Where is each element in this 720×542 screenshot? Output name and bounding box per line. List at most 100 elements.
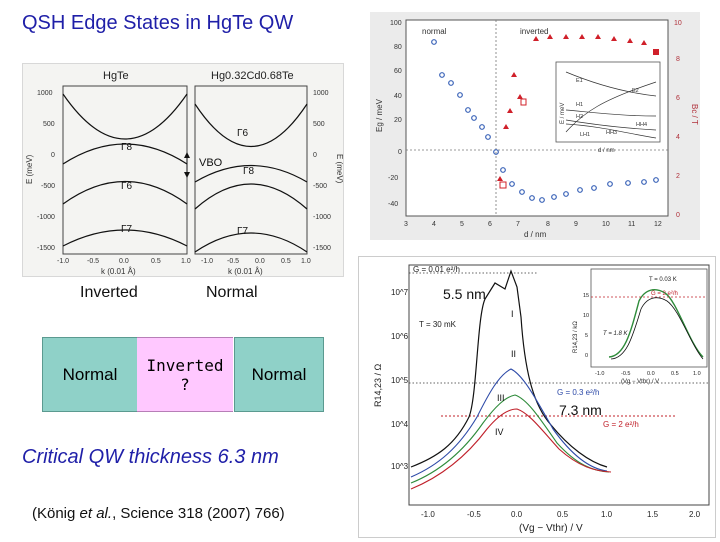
res-xtick-3: 0.5 (557, 510, 569, 519)
hgte-band-gamma7 (62, 229, 188, 247)
res-inset-yticks: 15 10 5 0 (583, 293, 589, 359)
label-inverted: Inverted (80, 284, 138, 301)
gap-inset-xlabel: d / nm (598, 148, 615, 154)
gap-tri (641, 40, 647, 45)
gap-point (653, 177, 659, 183)
gap-tri (627, 38, 633, 43)
xtick-r-0: -1.0 (201, 258, 213, 265)
gap-xtick-0: 3 (404, 221, 408, 228)
hgte-band-gamma6 (62, 180, 188, 205)
hgte-level-gamma6: Γ6 (121, 181, 133, 192)
gap-tri (547, 34, 553, 39)
gap-xtick-1: 4 (432, 221, 436, 228)
gap-inset-curve (565, 71, 657, 97)
res-annot-t: T = 30 mK (419, 320, 457, 329)
gap-tri (579, 34, 585, 39)
xtick-r-3: 0.5 (281, 258, 291, 265)
res-inset-t1: T = 0.03 K (649, 277, 677, 283)
hgcdte-band-gamma8-a (194, 164, 308, 183)
gap-point (529, 195, 535, 201)
xtick-l-0: -1.0 (57, 258, 69, 265)
res-curve-II (410, 368, 608, 478)
gap-square (520, 98, 527, 106)
band-right-yticks: 1000 500 0 -500 -1000 -1500 (313, 90, 331, 252)
gap-xtick-9: 12 (654, 221, 662, 228)
xtick-l-4: 1.0 (181, 258, 191, 265)
gap-rtick-5: 0 (676, 212, 680, 219)
gap-square (653, 49, 659, 55)
hgcdte-level-gamma7: Γ7 (237, 226, 249, 237)
gap-point (577, 187, 583, 193)
xtick-r-4: 1.0 (301, 258, 311, 265)
hgcdte-band-gamma8-b (194, 183, 308, 210)
gap-point (439, 72, 445, 78)
gap-tri (511, 72, 517, 77)
res-inset-curve-black (610, 297, 704, 360)
resistance-xlabel: (Vg − Vthr) / V (519, 523, 583, 534)
gap-ytick-7: -40 (388, 201, 398, 208)
qw-layer-middle: Inverted ? (137, 337, 233, 412)
res-ytick-3: 10^4 (391, 420, 409, 429)
band-structure-svg: HgTe Hg0.32Cd0.68Te 1000 500 0 -500 -100… (25, 70, 344, 276)
res-inset-frame (590, 268, 708, 368)
res-inset-xtick-2: 0.0 (647, 371, 655, 377)
resistance-plot-figure: 10^7 10^6 10^5 10^4 10^3 R14,23 / Ω G = … (358, 256, 716, 538)
gap-tri (503, 124, 509, 129)
res-xtick-0: -1.0 (421, 510, 435, 519)
res-inset-ylabel: R14,23 / kΩ (573, 321, 579, 353)
reference-etal: et al. (79, 505, 113, 522)
band-structure-figure: HgTe Hg0.32Cd0.68Te 1000 500 0 -500 -100… (22, 63, 344, 277)
hgte-band-gamma8 (62, 143, 188, 165)
res-inset-xtick-3: 0.5 (671, 371, 679, 377)
gap-tri (611, 36, 617, 41)
gap-rtick-4: 2 (676, 173, 680, 180)
res-annot-g-bottom: G = 2 e²/h (603, 420, 639, 429)
gap-xlabel: d / nm (524, 230, 547, 239)
gap-point (457, 92, 463, 98)
gap-yticks: 100 80 60 40 20 0 -20 -40 (388, 20, 402, 208)
inset-label-h1: H1 (576, 102, 583, 108)
gap-xtick-2: 5 (460, 221, 464, 228)
inset-label-e2: E2 (632, 88, 639, 94)
gap-normal-points (431, 39, 659, 203)
gap-point (471, 115, 477, 121)
res-label-7-3nm: 7.3 nm (559, 402, 602, 418)
gap-ytick-4: 20 (394, 117, 402, 124)
ytick-right-4: -1000 (313, 214, 331, 221)
res-curve-I (410, 269, 608, 468)
ytick-left-5: -1500 (37, 245, 55, 252)
gap-xtick-6: 9 (574, 221, 578, 228)
res-ytick-4: 10^3 (391, 462, 409, 471)
gap-rtick-3: 4 (676, 134, 680, 141)
band-left-xlabel: k (0.01 Å) (101, 267, 136, 276)
res-inset-xtick-4: 1.0 (693, 371, 701, 377)
gap-ytick-5: 0 (398, 149, 402, 156)
res-xtick-5: 1.5 (647, 510, 659, 519)
resistance-ylabel: R14,23 / Ω (373, 363, 383, 407)
gap-ytick-3: 40 (394, 93, 402, 100)
res-xtick-1: -0.5 (467, 510, 481, 519)
gap-tri (517, 94, 523, 99)
gap-point (519, 189, 525, 195)
res-ytick-2: 10^5 (391, 376, 409, 385)
inset-label-lh1: LH1 (580, 132, 590, 138)
inset-label-h2: H2 (576, 114, 583, 120)
gap-tri (497, 176, 503, 181)
band-right-ylabel: E (meV) (335, 154, 343, 184)
ytick-right-5: -1500 (313, 245, 331, 252)
reference-citation: (König et al., Science 318 (2007) 766) (32, 505, 285, 522)
gap-tri (507, 108, 513, 113)
res-inset-xtick-1: -0.5 (621, 371, 630, 377)
gap-rtick-2: 6 (676, 95, 680, 102)
res-label-5-5nm: 5.5 nm (443, 286, 486, 302)
gap-point (493, 149, 499, 155)
inset-label-e1: E1 (576, 78, 583, 84)
res-xtick-4: 1.0 (601, 510, 613, 519)
gap-xtick-7: 10 (602, 221, 610, 228)
gap-inset-ylabel: E / meV (560, 103, 566, 124)
hgcdte-band-gamma6 (194, 103, 308, 148)
band-left-title: HgTe (103, 70, 129, 82)
vbo-arrowheads (184, 152, 190, 178)
gap-inset-curve (565, 109, 657, 117)
ytick-right-2: 0 (313, 152, 317, 159)
